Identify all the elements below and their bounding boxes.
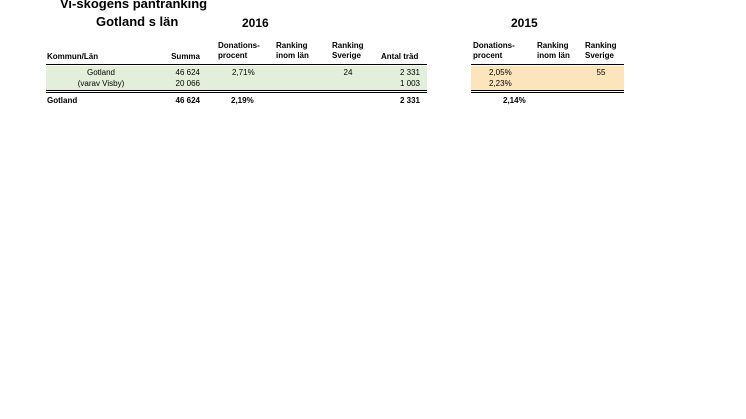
header-ranking-sverige-2015: Ranking Sverige <box>585 41 617 60</box>
header-ranking-inom-lan: Ranking inom län <box>276 41 309 60</box>
total-donationsprocent-2015: 2,14% <box>503 96 526 105</box>
total-summa: 46 624 <box>175 96 200 105</box>
total-donationsprocent: 2,19% <box>231 96 254 105</box>
header-kommun: Kommun/Län <box>47 52 99 61</box>
row1-donationsprocent-2015: 2,05% <box>489 68 512 77</box>
row1-ranking-sverige-2015: 55 <box>596 68 606 77</box>
data-band-2015 <box>471 66 624 90</box>
header-divider-2015 <box>471 64 624 65</box>
total-divider-bottom-2016 <box>46 92 427 93</box>
row2-summa: 20 066 <box>175 79 200 88</box>
total-kommun: Gotland <box>47 96 78 105</box>
header-divider-2016 <box>46 64 427 65</box>
header-ranking-sverige: Ranking Sverige <box>332 41 364 60</box>
row2-donationsprocent-2015: 2,23% <box>489 79 512 88</box>
total-divider-top-2015 <box>471 90 624 91</box>
report-title: Vi-skogens pantranking <box>60 0 208 11</box>
header-summa: Summa <box>171 52 200 61</box>
year-2016-heading: 2016 <box>242 16 269 30</box>
region-subtitle: Gotland s län <box>96 14 179 29</box>
year-2015-heading: 2015 <box>511 16 538 30</box>
row1-donationsprocent: 2,71% <box>232 68 255 77</box>
row1-kommun: Gotland <box>86 68 116 77</box>
header-donationsprocent-2015: Donations- procent <box>473 41 515 60</box>
row1-summa: 46 624 <box>175 68 200 77</box>
total-divider-bottom-2015 <box>471 92 624 93</box>
header-ranking-inom-lan-2015: Ranking inom län <box>537 41 570 60</box>
total-divider-top-2016 <box>46 90 427 91</box>
header-donationsprocent: Donations- procent <box>218 41 260 60</box>
header-antal-trad: Antal träd <box>381 52 419 61</box>
row2-kommun: (varav Visby) <box>77 79 125 88</box>
row2-antal-trad: 1 003 <box>399 79 420 88</box>
total-antal-trad: 2 331 <box>399 96 420 105</box>
row1-ranking-sverige: 24 <box>343 68 353 77</box>
row1-antal-trad: 2 331 <box>399 68 420 77</box>
data-band-2016 <box>46 66 427 90</box>
